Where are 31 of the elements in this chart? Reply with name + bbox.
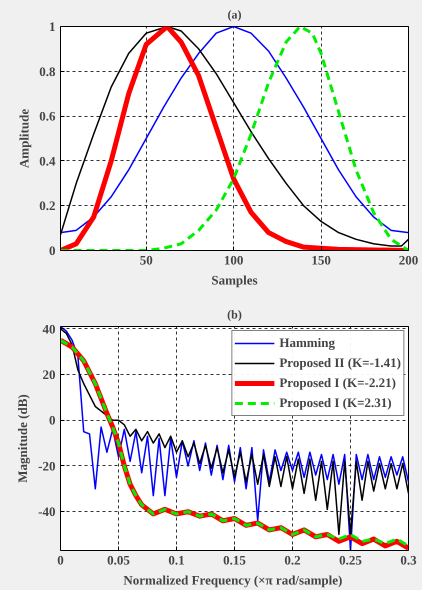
x-tick-label: 0.3 <box>400 552 418 568</box>
y-tick-label: 0.8 <box>39 64 56 79</box>
legend-label: Hamming <box>279 335 335 351</box>
y-tick-label: 20 <box>42 367 56 382</box>
legend-label: Proposed II (K=-1.41) <box>279 355 401 371</box>
x-tick-label: 0.1 <box>168 552 185 568</box>
legend-label: Proposed I (K=-2.21) <box>279 375 396 391</box>
y-tick-label: -40 <box>38 504 56 520</box>
y-tick-label: -20 <box>38 458 56 474</box>
x-axis-title: Samples <box>211 272 258 288</box>
y-tick-label: 1 <box>49 19 56 34</box>
x-tick-label: 0.15 <box>223 552 246 568</box>
x-tick-label: 100 <box>224 252 244 268</box>
x-tick-label: 50 <box>140 252 153 268</box>
x-tick-label: 0.05 <box>107 552 130 568</box>
x-axis-title: Normalized Frequency (×π rad/sample) <box>123 572 342 588</box>
x-tick-label: 150 <box>311 252 331 268</box>
x-tick-label: 0.25 <box>339 552 362 568</box>
legend-label: Proposed I (K=2.31) <box>279 395 392 411</box>
chart-title: (b) <box>227 308 242 322</box>
y-axis-title: Amplitude <box>16 108 32 168</box>
y-tick-label: 0 <box>49 243 56 258</box>
y-tick-label: 40 <box>42 321 56 336</box>
y-tick-label: 0.6 <box>39 108 56 124</box>
x-tick-label: 0.2 <box>284 552 301 568</box>
chart-title: (a) <box>228 8 242 22</box>
x-tick-label: 200 <box>398 252 418 268</box>
y-tick-label: 0.4 <box>39 153 56 168</box>
y-tick-label: 0.2 <box>39 198 56 214</box>
y-axis-title: Magnitude (dB) <box>15 394 30 483</box>
y-tick-label: 0 <box>49 412 56 428</box>
